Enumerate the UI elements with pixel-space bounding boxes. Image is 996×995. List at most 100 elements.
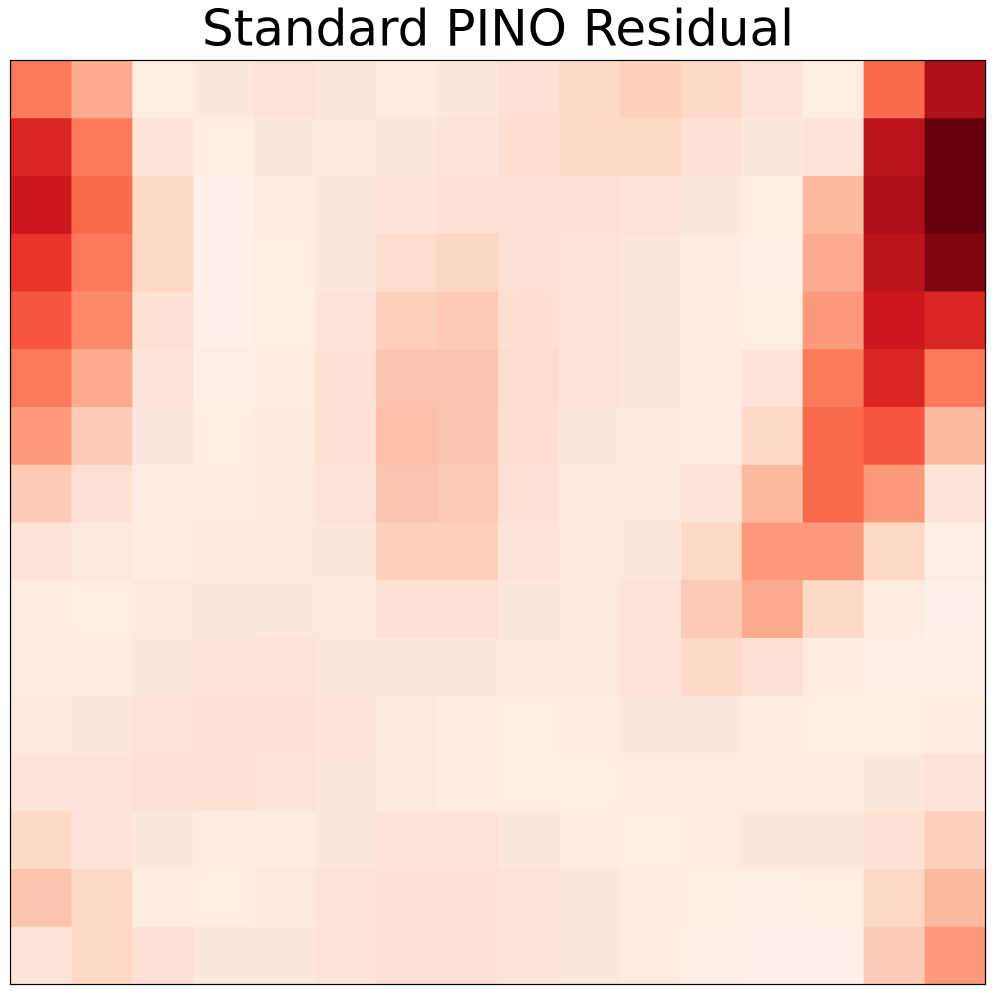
heat-cell [315, 869, 377, 928]
heat-cell [254, 291, 316, 350]
heat-cell [193, 926, 255, 986]
heat-cell [437, 118, 499, 177]
heat-cell [193, 638, 255, 697]
heat-cell [437, 695, 499, 755]
heat-cell [71, 176, 133, 235]
heat-cell [254, 580, 316, 639]
heat-cell [132, 464, 194, 524]
heat-cell [498, 291, 560, 350]
heat-cell [437, 926, 499, 986]
heat-cell [498, 464, 560, 524]
heat-cell [741, 464, 804, 524]
heat-cell [741, 869, 804, 928]
heat-cell [376, 464, 438, 524]
heat-cell [132, 349, 194, 408]
heat-cell [71, 233, 133, 293]
heat-cell [558, 753, 621, 812]
heat-cell [680, 522, 743, 581]
heat-cell [863, 464, 926, 524]
heat-cell [376, 869, 438, 928]
heat-cell [863, 811, 926, 870]
heat-cell [802, 695, 865, 755]
heat-cell [558, 407, 621, 466]
heat-cell [315, 811, 377, 870]
heat-cell [254, 176, 316, 235]
heat-cell [802, 522, 865, 581]
heat-cell [254, 522, 316, 581]
heat-cell [132, 580, 194, 639]
heat-cell [132, 869, 194, 928]
heat-cell [802, 349, 865, 408]
heat-cell [376, 407, 438, 466]
heat-cell [254, 233, 316, 293]
heat-cell [802, 233, 865, 293]
heat-cell [680, 638, 743, 697]
heat-cell [924, 233, 987, 293]
heat-cell [132, 522, 194, 581]
heat-cell [802, 869, 865, 928]
heat-cell [619, 753, 682, 812]
heat-cell [619, 638, 682, 697]
heat-cell [254, 753, 316, 812]
heat-cell [498, 118, 560, 177]
heat-cell [558, 926, 621, 986]
heat-cell [10, 869, 73, 928]
heat-cell [924, 349, 987, 408]
heat-cell [193, 60, 255, 119]
heat-cell [498, 233, 560, 293]
heat-cell [132, 176, 194, 235]
heat-cell [437, 522, 499, 581]
heat-cell [437, 464, 499, 524]
heat-cell [924, 407, 987, 466]
heat-cell [802, 638, 865, 697]
heat-cell [71, 118, 133, 177]
heat-cell [741, 695, 804, 755]
heat-cell [71, 753, 133, 812]
heat-cell [254, 407, 316, 466]
heat-cell [498, 60, 560, 119]
heat-cell [10, 753, 73, 812]
heat-cell [863, 60, 926, 119]
heat-cell [315, 695, 377, 755]
heat-cell [315, 926, 377, 986]
heat-cell [193, 118, 255, 177]
heat-cell [680, 869, 743, 928]
heat-cell [10, 580, 73, 639]
heat-cell [558, 118, 621, 177]
heat-cell [437, 60, 499, 119]
heat-cell [132, 753, 194, 812]
heat-cell [315, 291, 377, 350]
heat-cell [193, 233, 255, 293]
heat-cell [802, 464, 865, 524]
heat-cell [680, 464, 743, 524]
plot-frame [9, 59, 987, 986]
heat-cell [619, 60, 682, 119]
heat-cell [741, 811, 804, 870]
heat-cell [71, 580, 133, 639]
heat-cell [315, 118, 377, 177]
heat-cell [10, 522, 73, 581]
heat-cell [741, 638, 804, 697]
heat-cell [924, 695, 987, 755]
heat-cell [924, 811, 987, 870]
heat-cell [863, 869, 926, 928]
heat-cell [193, 291, 255, 350]
heat-cell [132, 926, 194, 986]
heat-cell [924, 176, 987, 235]
heat-cell [254, 349, 316, 408]
heat-cell [132, 233, 194, 293]
heat-cell [558, 522, 621, 581]
heat-cell [558, 176, 621, 235]
heat-cell [924, 60, 987, 119]
heat-cell [254, 118, 316, 177]
heat-cell [863, 695, 926, 755]
heat-cell [619, 176, 682, 235]
heat-cell [619, 522, 682, 581]
heat-cell [193, 695, 255, 755]
heat-cell [680, 291, 743, 350]
heat-cell [498, 580, 560, 639]
heat-cell [924, 753, 987, 812]
heat-cell [71, 349, 133, 408]
heat-cell [10, 176, 73, 235]
heat-cell [10, 118, 73, 177]
